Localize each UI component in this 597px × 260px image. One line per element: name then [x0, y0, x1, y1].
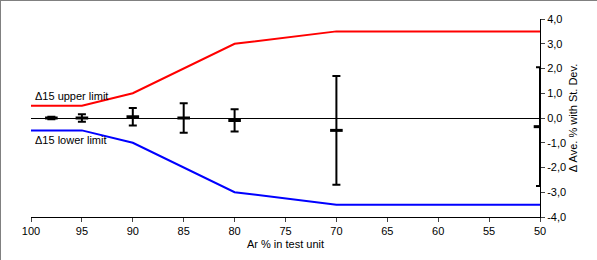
- svg-text:-1,0: -1,0: [547, 137, 566, 149]
- svg-text:0,0: 0,0: [547, 112, 562, 124]
- svg-text:95: 95: [76, 225, 88, 237]
- svg-text:75: 75: [279, 225, 291, 237]
- svg-text:3,0: 3,0: [547, 38, 562, 50]
- svg-text:55: 55: [483, 225, 495, 237]
- svg-text:70: 70: [330, 225, 342, 237]
- svg-text:1,0: 1,0: [547, 87, 562, 99]
- svg-text:Δ15 upper limit: Δ15 upper limit: [35, 90, 108, 102]
- svg-text:85: 85: [178, 225, 190, 237]
- svg-text:-2,0: -2,0: [547, 161, 566, 173]
- svg-text:90: 90: [127, 225, 139, 237]
- svg-text:-3,0: -3,0: [547, 186, 566, 198]
- svg-text:80: 80: [228, 225, 240, 237]
- svg-text:65: 65: [381, 225, 393, 237]
- svg-text:Δ Ave. % with St. Dev.: Δ Ave. % with St. Dev.: [567, 64, 579, 172]
- svg-text:Ar % in test unit: Ar % in test unit: [247, 238, 324, 250]
- svg-text:50: 50: [534, 225, 546, 237]
- svg-text:2,0: 2,0: [547, 62, 562, 74]
- svg-text:4,0: 4,0: [547, 13, 562, 25]
- svg-text:100: 100: [22, 225, 40, 237]
- svg-text:-4,0: -4,0: [547, 211, 566, 223]
- svg-text:60: 60: [432, 225, 444, 237]
- svg-text:Δ15 lower limit: Δ15 lower limit: [35, 134, 107, 146]
